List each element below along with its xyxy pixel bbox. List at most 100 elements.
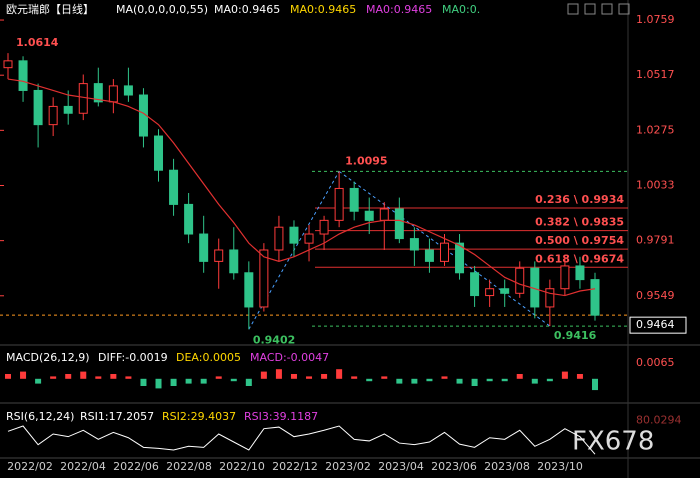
last-price-label: 0.9464 bbox=[636, 318, 675, 331]
macd-bar bbox=[5, 374, 11, 379]
macd-value: MACD:-0.0047 bbox=[250, 351, 329, 364]
rsi-tick-label: 80.0294 bbox=[636, 414, 682, 427]
macd-bar bbox=[185, 378, 192, 384]
x-tick-label: 2022/12 bbox=[272, 460, 318, 473]
candle-body bbox=[3, 60, 13, 69]
x-tick-label: 2023/02 bbox=[325, 460, 371, 473]
macd-bar bbox=[275, 369, 282, 379]
macd-bar bbox=[411, 378, 418, 384]
macd-bar bbox=[516, 374, 523, 379]
macd-bar bbox=[486, 378, 493, 382]
candle-body bbox=[78, 83, 88, 114]
macd-bar bbox=[215, 376, 222, 379]
macd-bar bbox=[80, 371, 87, 379]
macd-bar bbox=[290, 374, 297, 379]
macd-diff: DIFF:-0.0019 bbox=[98, 351, 168, 364]
macd-bar bbox=[95, 376, 102, 379]
macd-bar bbox=[65, 374, 72, 379]
indicator: MA(0,0,0,0,0,55) bbox=[116, 3, 208, 16]
trend-line bbox=[338, 170, 551, 327]
y-tick-label: 0.9791 bbox=[636, 234, 675, 247]
macd-bar bbox=[200, 378, 207, 384]
x-tick-label: 2022/08 bbox=[166, 460, 212, 473]
candle-body bbox=[560, 265, 570, 290]
candle-body bbox=[244, 272, 254, 308]
rsi-title: RSI(6,12,24) bbox=[6, 410, 74, 423]
extreme-label: 0.9416 bbox=[554, 329, 597, 342]
candle-body bbox=[470, 272, 480, 297]
ma-label: MA0:0.9465 bbox=[214, 3, 280, 16]
icon[interactable] bbox=[567, 3, 579, 15]
candle-body bbox=[334, 187, 344, 221]
ma-line bbox=[7, 78, 596, 297]
x-tick-label: 2022/02 bbox=[7, 460, 53, 473]
y-tick-label: 1.0517 bbox=[636, 68, 675, 81]
macd-bar bbox=[456, 378, 463, 384]
candle-body bbox=[63, 105, 73, 114]
macd-bar bbox=[561, 371, 568, 379]
y-tick-label: 1.0033 bbox=[636, 178, 675, 191]
candle-body bbox=[319, 219, 329, 235]
macd-bar bbox=[20, 371, 27, 379]
toolbar-icons bbox=[567, 3, 630, 15]
rsi-line bbox=[7, 425, 596, 455]
candle-body bbox=[289, 226, 299, 244]
icon[interactable] bbox=[601, 3, 613, 15]
macd-bar bbox=[170, 378, 177, 386]
macd-bar bbox=[531, 378, 538, 384]
candle-body bbox=[500, 288, 510, 294]
candle-body bbox=[229, 249, 239, 274]
macd-bar bbox=[426, 378, 433, 382]
x-tick-label: 2022/10 bbox=[219, 460, 265, 473]
chart-title: 欧元瑞郎【日线】 bbox=[6, 2, 94, 16]
ma-label: MA0:0. bbox=[442, 3, 480, 16]
candle-body bbox=[590, 279, 600, 316]
candle-body bbox=[48, 105, 58, 126]
x-tick-label: 2023/08 bbox=[484, 460, 530, 473]
y-tick-label: 1.0759 bbox=[636, 13, 675, 26]
candle-body bbox=[33, 89, 43, 126]
candle-body bbox=[274, 226, 284, 251]
candle-body bbox=[409, 238, 419, 251]
candle-body bbox=[349, 187, 359, 212]
macd-bar bbox=[260, 371, 267, 379]
candle-body bbox=[455, 242, 465, 274]
candle-body bbox=[485, 288, 495, 297]
candle-body bbox=[108, 85, 118, 103]
fib-label: 0.236 \ 0.9934 bbox=[535, 193, 624, 206]
macd-bar bbox=[230, 378, 237, 382]
candle-body bbox=[545, 288, 555, 308]
macd-bar bbox=[35, 378, 42, 384]
candle-body bbox=[515, 267, 525, 294]
macd-bar bbox=[321, 374, 328, 379]
macd-bar bbox=[471, 378, 478, 386]
candle-body bbox=[439, 242, 449, 262]
x-tick-label: 2023/06 bbox=[431, 460, 477, 473]
icon[interactable] bbox=[584, 3, 596, 15]
candle-body bbox=[379, 208, 389, 221]
x-tick-label: 2023/04 bbox=[378, 460, 424, 473]
last-price-box bbox=[629, 316, 687, 334]
macd-bar bbox=[245, 378, 252, 386]
candle-body bbox=[169, 169, 179, 205]
candle-body bbox=[93, 83, 103, 103]
macd-bar bbox=[592, 378, 598, 391]
macd-bar bbox=[155, 378, 162, 389]
fib-label: 0.382 \ 0.9835 bbox=[535, 216, 624, 229]
macd-bar bbox=[441, 376, 448, 379]
y-tick-label: 1.0275 bbox=[636, 123, 675, 136]
extreme-label: 1.0614 bbox=[16, 36, 59, 49]
macd-dea: DEA:0.0005 bbox=[176, 351, 241, 364]
ma-label: MA0:0.9465 bbox=[366, 3, 432, 16]
candle-body bbox=[364, 210, 374, 221]
macd-bar bbox=[501, 378, 508, 382]
icon[interactable] bbox=[618, 3, 630, 15]
candle-body bbox=[575, 265, 585, 281]
candle-body bbox=[304, 233, 314, 244]
candle-body bbox=[259, 249, 269, 308]
ma-label: MA0:0.9465 bbox=[290, 3, 356, 16]
macd-bar bbox=[396, 378, 403, 384]
macd-bar bbox=[546, 378, 553, 382]
